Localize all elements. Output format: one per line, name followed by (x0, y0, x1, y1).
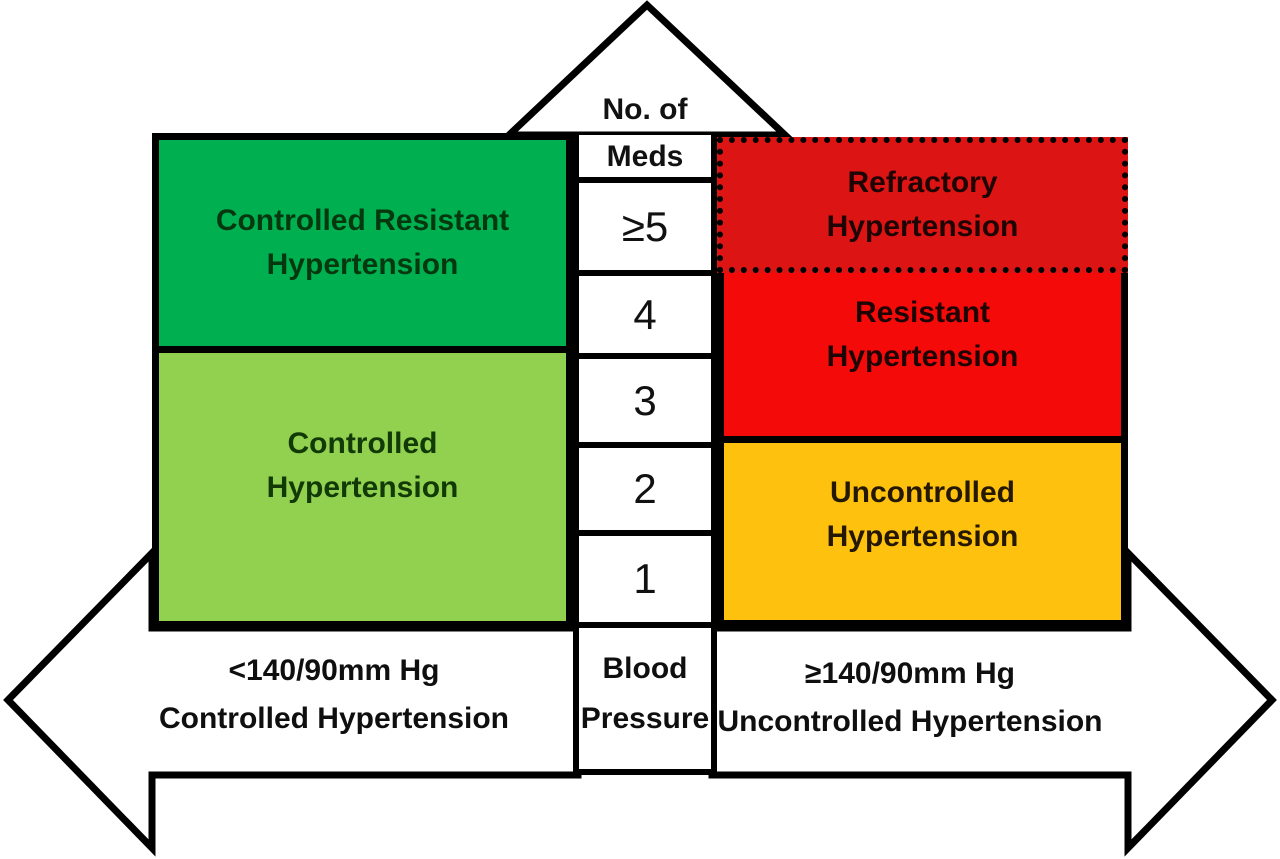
meds-title-line: No. of (602, 93, 688, 126)
meds-count-column: ≥5 4 3 2 1 Blood Pressure (573, 135, 717, 775)
box-label-line: Controlled Resistant (215, 204, 510, 237)
meds-cell-ge5: ≥5 (579, 177, 711, 270)
bp-range-line: ≥140/90mm Hg (805, 656, 1015, 690)
bp-range-line: Uncontrolled Hypertension (717, 704, 1103, 738)
bp-range-line: <140/90mm Hg (228, 653, 440, 687)
meds-axis-title: No. of Meds (573, 86, 717, 180)
box-label-line: Hypertension (266, 248, 459, 281)
meds-cell-1: 1 (579, 530, 711, 622)
box-label-line: Resistant (854, 295, 991, 329)
controlled-hypertension-box: Controlled Hypertension (152, 346, 573, 628)
bp-label-line: Blood (602, 651, 688, 685)
blood-pressure-axis-label: Blood Pressure (579, 622, 711, 775)
meds-cell-3: 3 (579, 353, 711, 442)
box-label-line: Uncontrolled (830, 475, 1015, 509)
meds-cell-4: 4 (579, 270, 711, 353)
uncontrolled-hypertension-box: Uncontrolled Hypertension (717, 436, 1128, 627)
controlled-resistant-hypertension-box: Controlled Resistant Hypertension (152, 133, 573, 353)
box-label-line: Controlled (287, 427, 438, 460)
refractory-hypertension-box: Refractory Hypertension (717, 137, 1128, 273)
meds-cell-2: 2 (579, 442, 711, 530)
box-label-line: Hypertension (826, 519, 1019, 553)
box-label-line: Refractory (847, 166, 998, 199)
box-label-line: Hypertension (826, 339, 1019, 373)
box-label-line: Hypertension (826, 210, 1019, 243)
box-label-line: Hypertension (266, 471, 459, 504)
controlled-bp-range-label: <140/90mm Hg Controlled Hypertension (95, 632, 573, 773)
uncontrolled-bp-range-label: ≥140/90mm Hg Uncontrolled Hypertension (715, 632, 1105, 773)
resistant-hypertension-box: Resistant Hypertension (717, 273, 1128, 443)
meds-title-line: Meds (606, 140, 684, 173)
bp-range-line: Controlled Hypertension (158, 701, 510, 735)
bp-label-line: Pressure (580, 701, 710, 735)
